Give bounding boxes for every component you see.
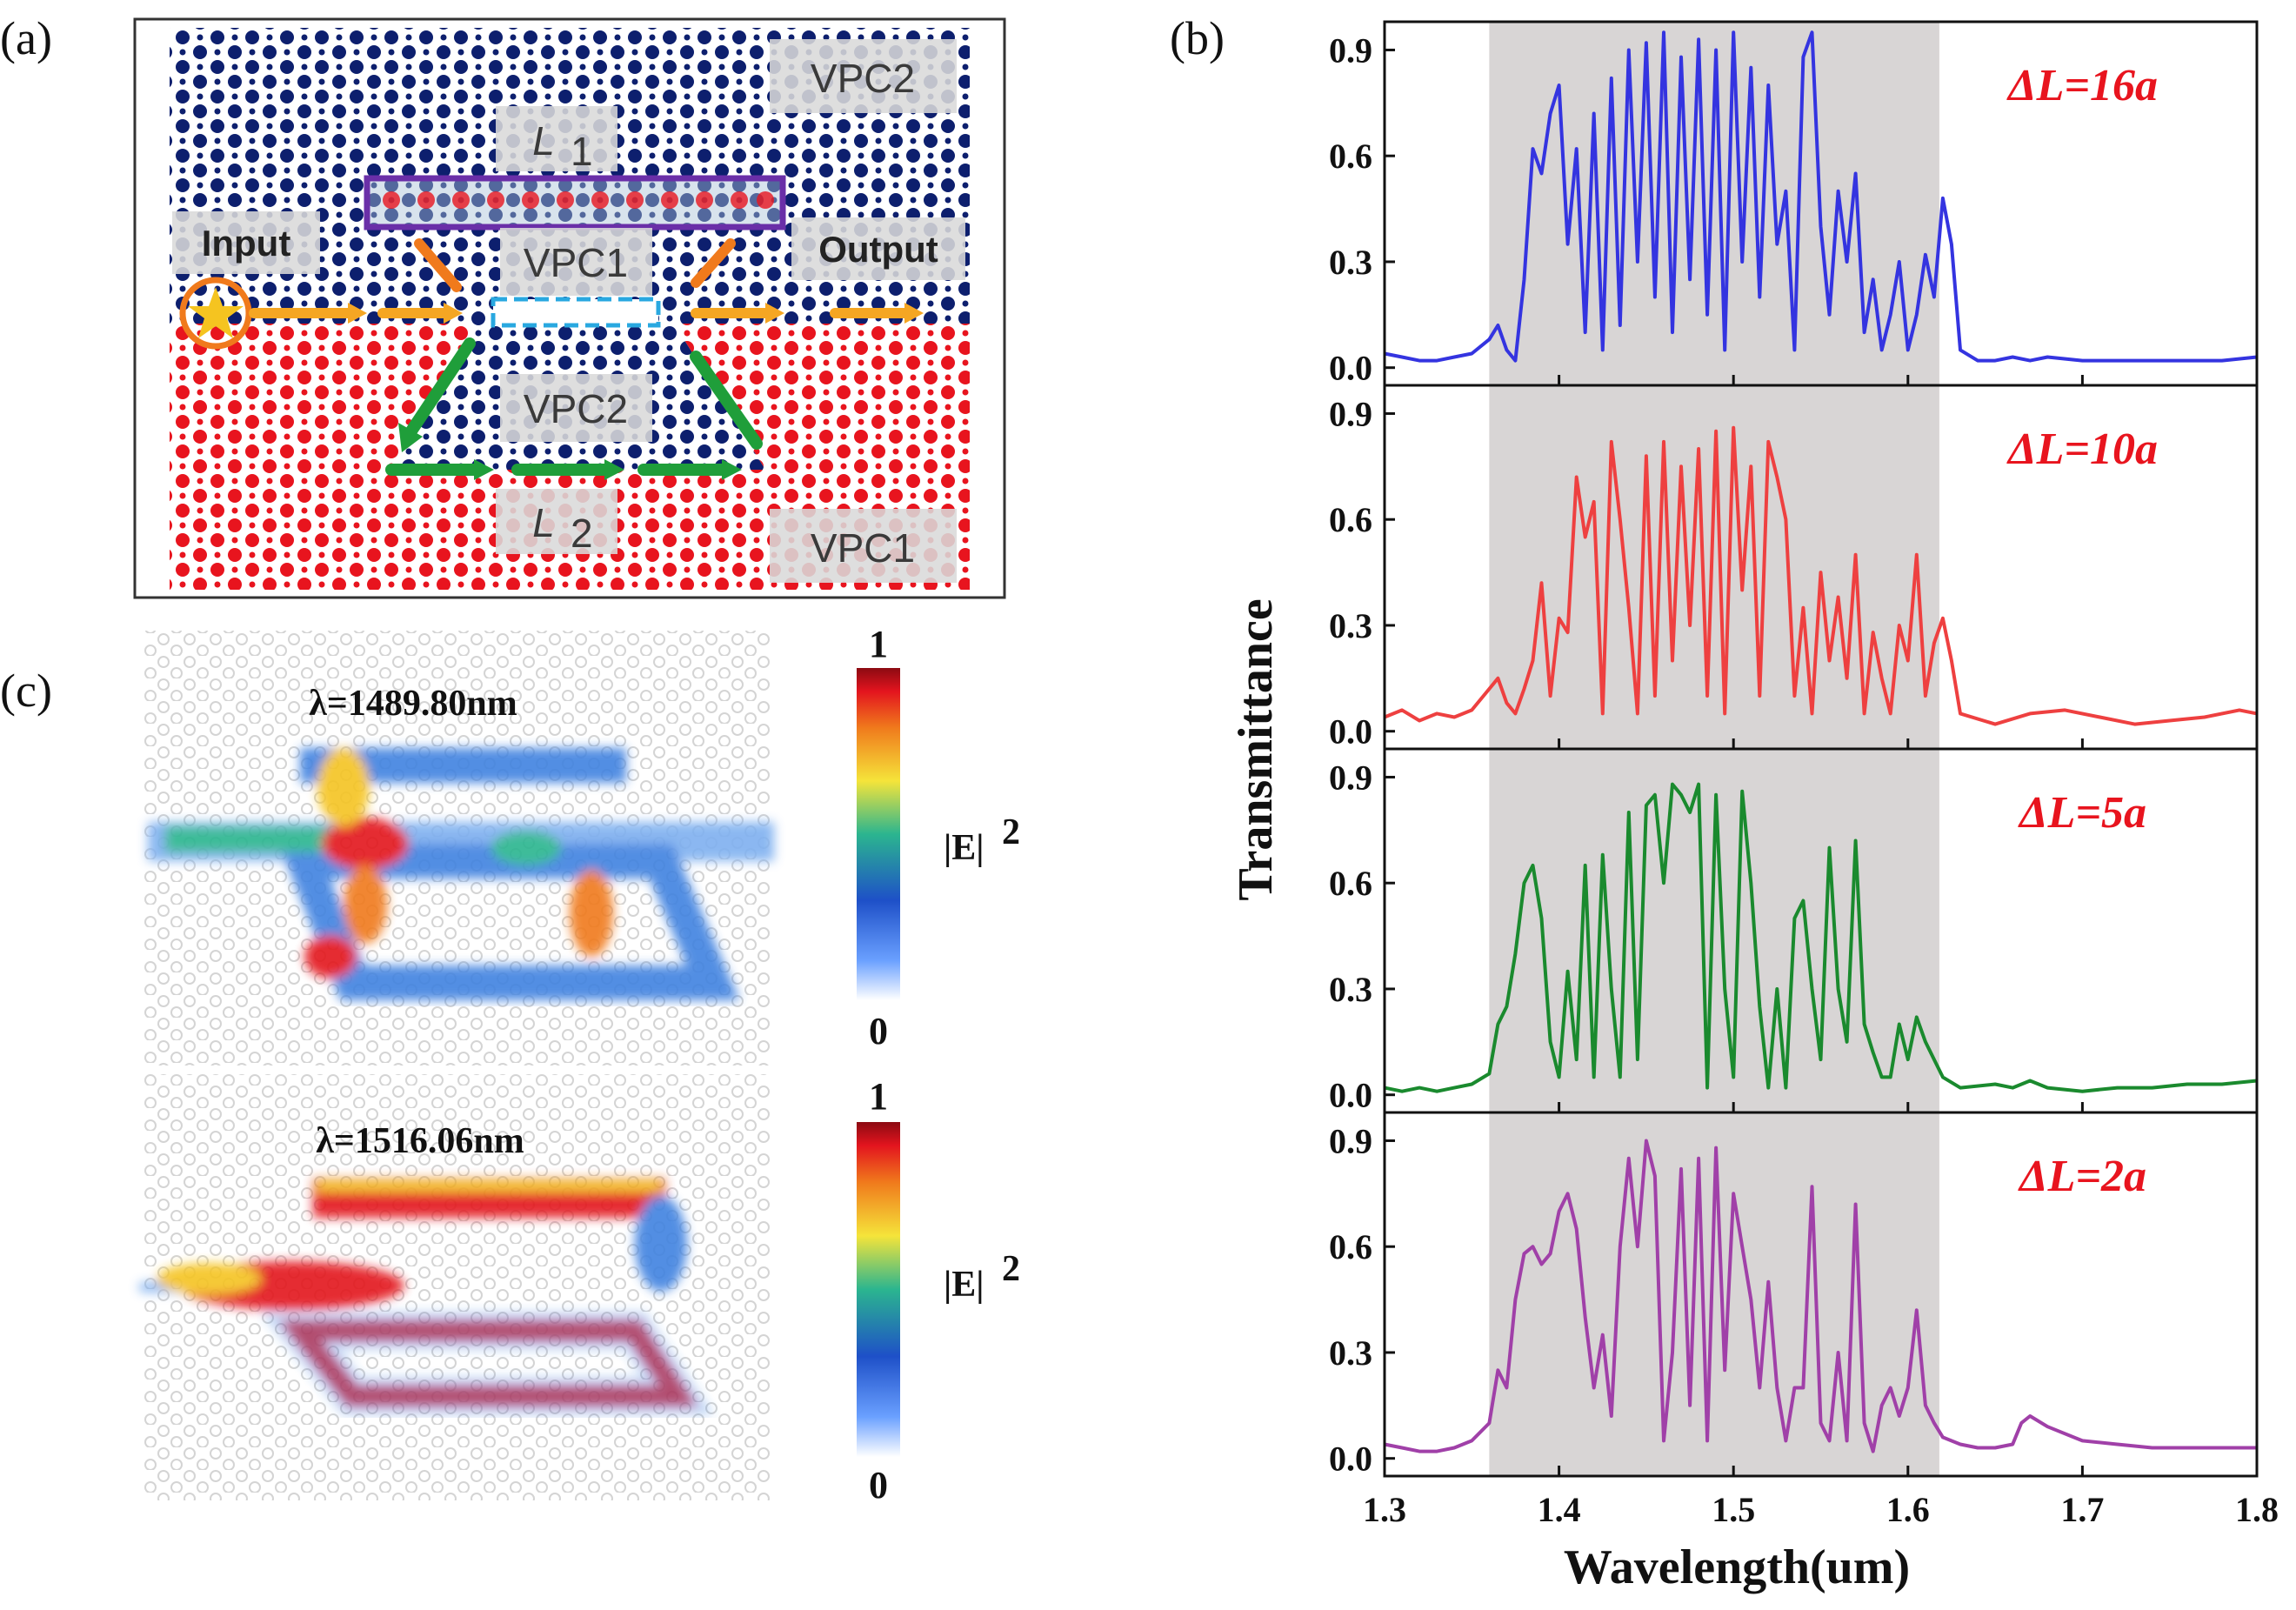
panel-b-transmittance-chart: (b) Transmittance Wavelength(um) 0.00.30… xyxy=(1170,12,2279,1594)
label-box-vpc1-bottom: VPC1 xyxy=(770,509,957,583)
y-tick-label: 0.6 xyxy=(1329,864,1372,903)
panel-a-schematic: (a) VPC2 L 1 Input VPC xyxy=(0,12,1006,599)
x-tick-label: 1.8 xyxy=(2235,1490,2279,1529)
input-label: Input xyxy=(202,223,291,264)
field-map-1: λ=1489.80nm xyxy=(144,631,774,1066)
label-box-vpc1-mid: VPC1 xyxy=(500,228,652,296)
delta-l-label-4: ΔL=2a xyxy=(2018,1152,2146,1201)
colorbar-1-label: |E| xyxy=(944,828,984,868)
x-tick-label: 1.7 xyxy=(2060,1490,2104,1529)
delta-l-label-3: ΔL=5a xyxy=(2018,788,2146,838)
label-box-vpc2-mid: VPC2 xyxy=(500,374,652,442)
panel-label-c: (c) xyxy=(0,665,52,717)
x-axis-title: Wavelength(um) xyxy=(1564,1540,1910,1594)
label-box-input: Input xyxy=(172,211,320,274)
panel-label-b: (b) xyxy=(1170,12,1225,64)
coupling-region-dashed-box xyxy=(491,297,661,328)
field-map-2: λ=1516.06nm xyxy=(139,1074,770,1500)
l2-subscript: 2 xyxy=(571,511,593,556)
subplot-3: 0.0 0.3 0.6 0.9 ΔL=5a xyxy=(1329,747,2259,1115)
x-tick-label: 1.3 xyxy=(1363,1490,1406,1529)
subplots: 0.00.30.60.9ΔL=16a0.00.30.60.9ΔL=10a0.00… xyxy=(1329,20,2279,1529)
l2-label: L xyxy=(532,500,555,545)
subplot-1: 0.0 0.3 0.6 0.9 ΔL=16a xyxy=(1329,20,2259,388)
panel-label-a: (a) xyxy=(0,12,52,64)
series-line-1 xyxy=(1384,30,2258,363)
y-tick-label: 0.0 xyxy=(1329,712,1372,752)
y-tick-label: 0.3 xyxy=(1329,606,1372,645)
y-tick-label: 0.9 xyxy=(1329,1121,1372,1160)
y-tick-label: 0.6 xyxy=(1329,137,1372,176)
series-line-4 xyxy=(1384,1139,2257,1453)
vpc2-mid-label: VPC2 xyxy=(524,386,628,431)
colorbar-2-label: |E| xyxy=(944,1265,984,1305)
y-tick-label: 0.9 xyxy=(1329,758,1372,797)
y-tick-label: 0.3 xyxy=(1329,1333,1372,1373)
vpc1-mid-label: VPC1 xyxy=(524,240,628,285)
l1-label: L xyxy=(532,118,555,164)
subplot-4: 0.0 0.3 0.6 0.9 ΔL=2a xyxy=(1329,1111,2259,1479)
y-tick-label: 0.6 xyxy=(1329,1227,1372,1266)
subplot-frame-4 xyxy=(1383,1111,2259,1478)
upper-ring-outline xyxy=(364,175,786,230)
colorbar-2-gradient xyxy=(857,1122,900,1457)
series-line-3 xyxy=(1384,782,2258,1093)
delta-l-label-2: ΔL=10a xyxy=(2006,424,2158,474)
colorbar-1-max: 1 xyxy=(869,623,888,665)
panel-c-field-maps: (c) λ=1489.80nm xyxy=(0,623,1020,1506)
x-tick-label: 1.4 xyxy=(1538,1490,1581,1529)
colorbar-2-min: 0 xyxy=(869,1464,888,1506)
y-tick-label: 0.0 xyxy=(1329,349,1372,388)
y-tick-label: 0.3 xyxy=(1329,243,1372,282)
field-map-2-title: λ=1516.06nm xyxy=(316,1121,524,1161)
colorbar-2-max: 1 xyxy=(869,1075,888,1118)
y-tick-label: 0.3 xyxy=(1329,970,1372,1009)
waveguide-arrows xyxy=(249,238,924,480)
colorbar-1-gradient xyxy=(857,668,900,1000)
y-tick-label: 0.9 xyxy=(1329,30,1372,70)
colorbar-1-label-sup: 2 xyxy=(1002,812,1020,852)
l1-subscript: 1 xyxy=(571,129,593,174)
subplot-2: 0.0 0.3 0.6 0.9 ΔL=10a xyxy=(1329,384,2259,752)
y-tick-label: 0.0 xyxy=(1329,1076,1372,1115)
delta-l-label-1: ΔL=16a xyxy=(2006,61,2158,110)
vpc2-top-label: VPC2 xyxy=(811,56,915,101)
series-line-2 xyxy=(1384,425,2258,726)
x-tick-label: 1.6 xyxy=(1886,1490,1930,1529)
label-box-l2: L 2 xyxy=(496,489,617,556)
colorbar-2-label-sup: 2 xyxy=(1002,1249,1020,1289)
field-map-1-title: λ=1489.80nm xyxy=(309,684,517,724)
label-box-output: Output xyxy=(791,217,965,280)
y-tick-label: 0.0 xyxy=(1329,1440,1372,1479)
y-tick-label: 0.9 xyxy=(1329,394,1372,433)
y-tick-label: 0.6 xyxy=(1329,500,1372,539)
x-tick-label: 1.5 xyxy=(1712,1490,1755,1529)
colorbar-1-min: 0 xyxy=(869,1010,888,1052)
upper-ring-fill xyxy=(367,178,783,227)
label-box-vpc2-top: VPC2 xyxy=(770,39,957,113)
output-label: Output xyxy=(818,229,938,270)
label-box-l1: L 1 xyxy=(496,106,617,174)
colorbar-1: 1 0 |E| 2 xyxy=(857,623,1020,1052)
vpc1-bottom-label: VPC1 xyxy=(811,525,915,571)
upper-ring-resonator-dots xyxy=(383,191,774,209)
colorbar-2: 1 0 |E| 2 xyxy=(857,1075,1020,1506)
y-axis-title: Transmittance xyxy=(1229,598,1283,900)
